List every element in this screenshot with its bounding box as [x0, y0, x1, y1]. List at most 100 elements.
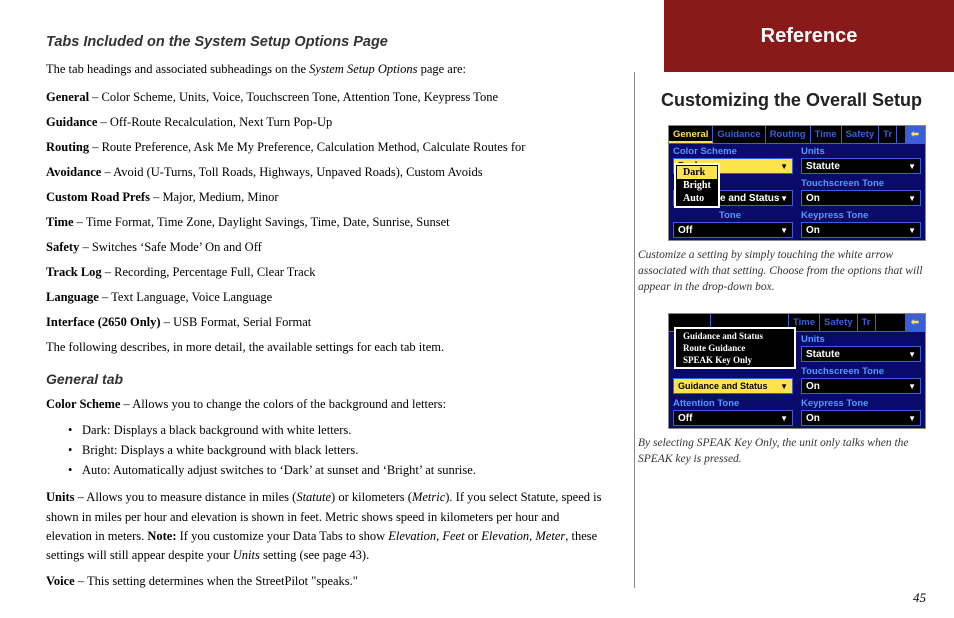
field-label: Tone: [673, 210, 793, 221]
field-value: Statute: [806, 161, 840, 172]
cs-desc: – Allows you to change the colors of the…: [120, 397, 446, 411]
attention-tone-field[interactable]: Off▼: [673, 222, 793, 238]
tab-desc: – Text Language, Voice Language: [99, 290, 272, 304]
tab-desc: – Time Format, Time Zone, Daylight Savin…: [74, 215, 450, 229]
section-heading: Tabs Included on the System Setup Option…: [46, 34, 602, 50]
t: Tone: [719, 210, 741, 221]
t: – Allows you to measure distance in mile…: [74, 490, 296, 504]
device-tab-guidance[interactable]: Guidance: [713, 126, 765, 143]
units-field[interactable]: Statute ▼: [801, 158, 921, 174]
dropdown-arrow-icon: ▼: [908, 162, 916, 171]
bullet-item: Dark: Displays a black background with w…: [82, 420, 602, 440]
units-field[interactable]: Statute▼: [801, 346, 921, 362]
right-title: Customizing the Overall Setup: [638, 90, 926, 111]
tab-name: Avoidance: [46, 165, 101, 179]
device-tab-safety[interactable]: Safety: [842, 126, 880, 143]
t: Metric: [412, 490, 445, 504]
dropdown-arrow-icon: ▼: [908, 414, 916, 423]
tab-name: Custom Road Prefs: [46, 190, 150, 204]
device-tab-tr[interactable]: Tr: [879, 126, 897, 143]
device-tab-tr[interactable]: Tr: [858, 314, 876, 331]
voice-field[interactable]: Guidance and Status▼: [673, 378, 793, 394]
popup-option[interactable]: Dark: [677, 166, 717, 179]
caption-1: Customize a setting by simply touching t…: [638, 247, 926, 295]
tab-time: Time – Time Format, Time Zone, Daylight …: [46, 212, 602, 232]
tab-name: Interface (2650 Only): [46, 315, 161, 329]
dropdown-arrow-icon: ▼: [908, 382, 916, 391]
tab-interface: Interface (2650 Only) – USB Format, Seri…: [46, 312, 602, 332]
t: or: [465, 529, 482, 543]
keypress-tone-field[interactable]: On ▼: [801, 410, 921, 426]
intro-em: System Setup Options: [309, 62, 417, 76]
field-value: On: [806, 225, 820, 236]
field-label: Touchscreen Tone: [801, 178, 921, 189]
device-tabs: General Guidance Routing Time Safety Tr …: [669, 126, 925, 144]
tab-name: Guidance: [46, 115, 97, 129]
popup-option[interactable]: Auto: [677, 192, 717, 205]
back-arrow-icon[interactable]: ⬅: [905, 126, 925, 143]
field-label: Attention Tone: [673, 398, 793, 409]
device-tab-safety[interactable]: Safety: [820, 314, 858, 331]
voice-popup[interactable]: Guidance and Status Route Guidance SPEAK…: [674, 327, 796, 369]
bullet-list: Dark: Displays a black background with w…: [82, 420, 602, 480]
t: ) or kilometers (: [331, 490, 412, 504]
note-label: Note:: [147, 529, 176, 543]
tab-avoidance: Avoidance – Avoid (U-Turns, Toll Roads, …: [46, 162, 602, 182]
tab-safety: Safety – Switches ‘Safe Mode’ On and Off: [46, 237, 602, 257]
popup-option[interactable]: Bright: [677, 179, 717, 192]
field-label: Touchscreen Tone: [801, 366, 921, 377]
device-tab-routing[interactable]: Routing: [766, 126, 811, 143]
tab-desc: – Major, Medium, Minor: [150, 190, 279, 204]
tab-desc: – USB Format, Serial Format: [161, 315, 312, 329]
tab-tracklog: Track Log – Recording, Percentage Full, …: [46, 262, 602, 282]
right-column: Customizing the Overall Setup General Gu…: [620, 0, 954, 618]
caption-2: By selecting SPEAK Key Only, the unit on…: [638, 435, 926, 467]
popup-option[interactable]: Guidance and Status: [677, 330, 793, 342]
intro-text: The tab headings and associated subheadi…: [46, 60, 602, 79]
t: Elevation, Meter: [481, 529, 565, 543]
voice-desc: – This setting determines when the Stree…: [75, 574, 358, 588]
field-label: Units: [801, 334, 921, 345]
field-label: Keypress Tone: [801, 210, 921, 221]
page: Tabs Included on the System Setup Option…: [0, 0, 954, 618]
field-value: Guidance and Status: [678, 381, 768, 391]
device-tab-time[interactable]: Time: [811, 126, 842, 143]
back-arrow-icon[interactable]: ⬅: [905, 314, 925, 331]
field-value: Off: [678, 413, 692, 424]
bullet-item: Bright: Displays a white background with…: [82, 440, 602, 460]
field-label: Color Scheme: [673, 146, 793, 157]
attention-tone-field[interactable]: Off ▼: [673, 410, 793, 426]
tab-guidance: Guidance – Off-Route Recalculation, Next…: [46, 112, 602, 132]
color-scheme-popup[interactable]: Dark Bright Auto: [674, 163, 720, 208]
subheading-general: General tab: [46, 371, 602, 387]
tab-custom-road: Custom Road Prefs – Major, Medium, Minor: [46, 187, 602, 207]
voice-line: Voice – This setting determines when the…: [46, 572, 602, 591]
tab-desc: – Avoid (U-Turns, Toll Roads, Highways, …: [101, 165, 482, 179]
t: setting (see page 43).: [260, 548, 369, 562]
page-number: 45: [913, 590, 926, 606]
touchscreen-tone-field[interactable]: On▼: [801, 190, 921, 206]
popup-option[interactable]: Route Guidance: [677, 342, 793, 354]
tab-name: General: [46, 90, 89, 104]
tab-desc: – Route Preference, Ask Me My Preference…: [89, 140, 525, 154]
dropdown-arrow-icon: ▼: [780, 194, 788, 203]
bullet-item: Auto: Automatically adjust switches to ‘…: [82, 460, 602, 480]
units-label: Units: [46, 490, 74, 504]
tab-name: Routing: [46, 140, 89, 154]
popup-option[interactable]: SPEAK Key Only: [677, 354, 793, 366]
keypress-tone-field[interactable]: On ▼: [801, 222, 921, 238]
field-value: On: [806, 381, 820, 392]
intro-b: page are:: [417, 62, 466, 76]
device-tab-general[interactable]: General: [669, 126, 713, 143]
dropdown-arrow-icon: ▼: [908, 226, 916, 235]
t: Elevation, Feet: [388, 529, 464, 543]
field-value: e and Status: [720, 193, 779, 204]
tab-language: Language – Text Language, Voice Language: [46, 287, 602, 307]
touchscreen-tone-field[interactable]: On ▼: [801, 378, 921, 394]
cs-label: Color Scheme: [46, 397, 120, 411]
tab-desc: – Recording, Percentage Full, Clear Trac…: [102, 265, 316, 279]
dropdown-arrow-icon: ▼: [780, 414, 788, 423]
t: If you customize your Data Tabs to show: [177, 529, 389, 543]
field-value: On: [806, 413, 820, 424]
field-value: On: [806, 193, 820, 204]
